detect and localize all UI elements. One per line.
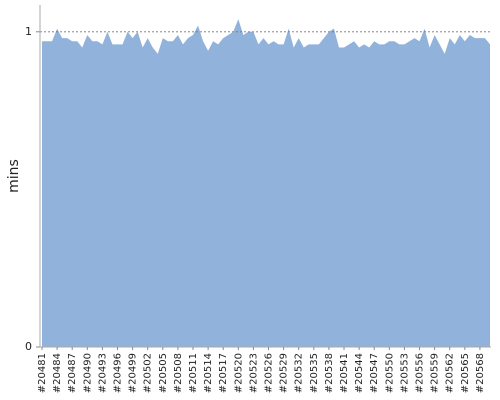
x-tick-label: #20535: [309, 353, 320, 393]
x-tick-label: #20526: [264, 353, 275, 393]
x-tick-label: #20511: [188, 353, 199, 393]
x-tick-label: #20559: [430, 353, 441, 393]
x-tick-label: #20553: [399, 353, 410, 393]
x-tick-label: #20481: [37, 353, 48, 393]
x-tick-label: #20541: [339, 353, 350, 393]
x-tick-label: #20502: [143, 353, 154, 393]
x-tick-label: #20562: [445, 353, 456, 393]
x-tick-label: #20523: [248, 353, 259, 393]
x-tick-label: #20514: [203, 353, 214, 393]
x-tick-label: #20508: [173, 353, 184, 393]
x-tick-label: #20556: [415, 353, 426, 393]
x-tick-label: #20487: [67, 353, 78, 393]
x-tick-label: #20496: [113, 353, 124, 393]
x-tick-label: #20568: [475, 353, 486, 393]
x-tick-label: #20532: [294, 353, 305, 393]
x-tick-label: #20505: [158, 353, 169, 393]
x-tick-label: #20484: [52, 353, 63, 393]
x-tick-label: #20529: [279, 353, 290, 393]
x-tick-label: #20493: [97, 353, 108, 393]
y-tick-label: 0: [25, 340, 32, 353]
y-axis-label: mins: [6, 159, 22, 193]
x-tick-label: #20499: [128, 353, 139, 393]
x-tick-label: #20547: [369, 353, 380, 393]
x-tick-label: #20544: [354, 353, 365, 393]
y-tick-label: 1: [25, 25, 32, 38]
x-tick-label: #20517: [218, 353, 229, 393]
x-tick-label: #20550: [384, 353, 395, 393]
x-tick-label: #20538: [324, 353, 335, 393]
x-tick-label: #20565: [460, 353, 471, 393]
x-tick-label: #20520: [233, 353, 244, 393]
x-tick-label: #20490: [82, 353, 93, 393]
area: [42, 19, 490, 348]
